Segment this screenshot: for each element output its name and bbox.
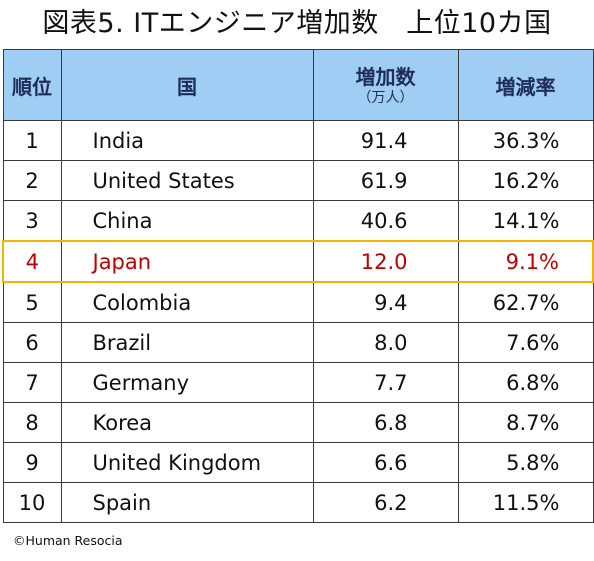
country-cell: United States xyxy=(60,160,314,201)
increase-cell: 6.8 xyxy=(312,402,459,443)
country-cell: Japan xyxy=(60,240,314,283)
rank-cell: 5 xyxy=(2,281,62,323)
country-cell: Spain xyxy=(60,482,314,523)
header-increase-label: 増加数 xyxy=(355,65,416,89)
increase-cell: 40.6 xyxy=(312,200,459,242)
header-row: 順位 国 増加数 （万人） 増減率 xyxy=(2,49,594,121)
copyright-credit: ©Human Resocia xyxy=(13,533,123,548)
rate-cell: 62.7% xyxy=(457,281,594,323)
rate-cell: 5.8% xyxy=(457,442,594,483)
table-row: 5 Colombia 9.4 62.7% xyxy=(2,281,594,323)
rank-cell: 3 xyxy=(2,200,62,242)
country-cell: Germany xyxy=(60,362,314,403)
rank-cell: 6 xyxy=(2,322,62,363)
increase-cell: 8.0 xyxy=(312,322,459,363)
increase-cell: 91.4 xyxy=(312,120,459,161)
country-cell: United Kingdom xyxy=(60,442,314,483)
table-row: 3 China 40.6 14.1% xyxy=(2,200,594,242)
header-increase-unit: （万人） xyxy=(357,90,414,106)
header-rate: 増減率 xyxy=(457,49,594,121)
rank-cell: 1 xyxy=(2,120,62,161)
rate-cell: 8.7% xyxy=(457,402,594,443)
ranking-table: 順位 国 増加数 （万人） 増減率 1 India 91.4 36.3% 2 U… xyxy=(2,49,594,523)
table-row: 6 Brazil 8.0 7.6% xyxy=(2,322,594,363)
rate-cell: 9.1% xyxy=(457,240,594,283)
table-row: 8 Korea 6.8 8.7% xyxy=(2,402,594,443)
rate-cell: 7.6% xyxy=(457,322,594,363)
country-cell: Korea xyxy=(60,402,314,443)
page-title: 図表5. ITエンジニア増加数 上位10カ国 xyxy=(42,8,552,39)
highlighted-row: 4 Japan 12.0 9.1% xyxy=(2,240,594,283)
header-country: 国 xyxy=(60,49,314,121)
table-row: 2 United States 61.9 16.2% xyxy=(2,160,594,201)
rank-cell: 4 xyxy=(2,240,62,283)
table-row: 10 Spain 6.2 11.5% xyxy=(2,482,594,523)
header-increase: 増加数 （万人） xyxy=(312,49,459,121)
rank-cell: 7 xyxy=(2,362,62,403)
rank-cell: 2 xyxy=(2,160,62,201)
country-cell: India xyxy=(60,120,314,161)
increase-cell: 9.4 xyxy=(312,281,459,323)
rank-cell: 10 xyxy=(2,482,62,523)
rank-cell: 8 xyxy=(2,402,62,443)
rank-cell: 9 xyxy=(2,442,62,483)
country-cell: Colombia xyxy=(60,281,314,323)
rate-cell: 16.2% xyxy=(457,160,594,201)
increase-cell: 61.9 xyxy=(312,160,459,201)
increase-cell: 6.2 xyxy=(312,482,459,523)
table-row: 1 India 91.4 36.3% xyxy=(2,120,594,161)
table-row: 9 United Kingdom 6.6 5.8% xyxy=(2,442,594,483)
table-header: 順位 国 増加数 （万人） 増減率 xyxy=(2,49,594,121)
country-cell: Brazil xyxy=(60,322,314,363)
increase-cell: 7.7 xyxy=(312,362,459,403)
rate-cell: 36.3% xyxy=(457,120,594,161)
increase-cell: 12.0 xyxy=(312,240,459,283)
header-rank: 順位 xyxy=(2,49,62,121)
increase-cell: 6.6 xyxy=(312,442,459,483)
rate-cell: 14.1% xyxy=(457,200,594,242)
table-body: 1 India 91.4 36.3% 2 United States 61.9 … xyxy=(2,120,594,523)
rate-cell: 6.8% xyxy=(457,362,594,403)
table-row: 7 Germany 7.7 6.8% xyxy=(2,362,594,403)
rate-cell: 11.5% xyxy=(457,482,594,523)
country-cell: China xyxy=(60,200,314,242)
